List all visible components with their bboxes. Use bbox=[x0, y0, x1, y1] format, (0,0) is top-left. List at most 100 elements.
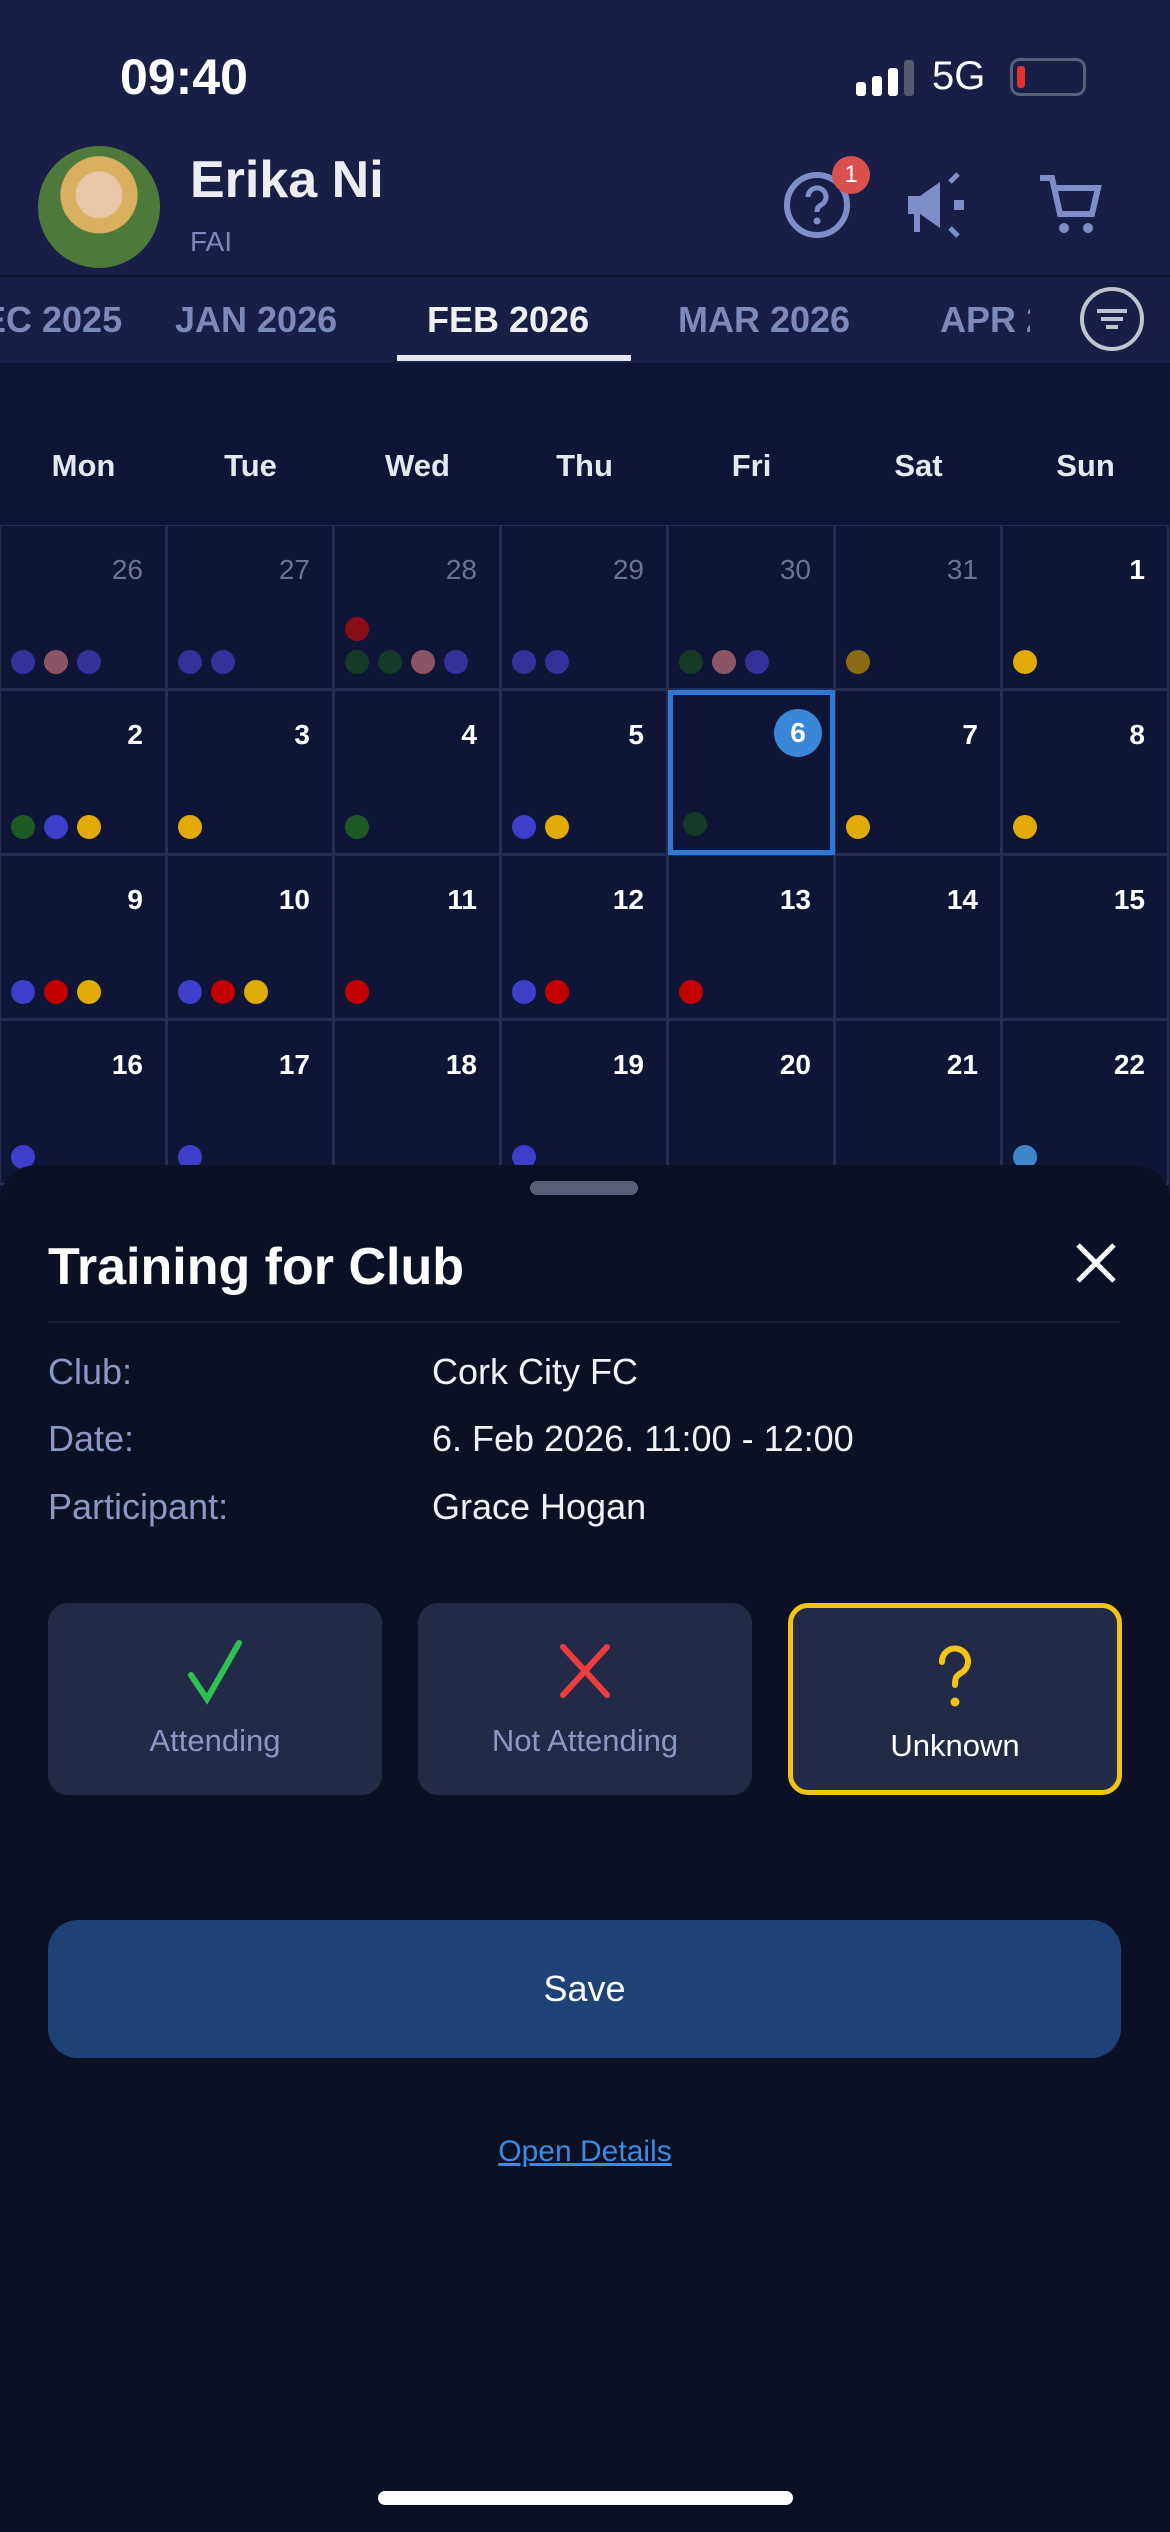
calendar-day[interactable]: 9 bbox=[0, 855, 167, 1020]
calendar-day[interactable]: 15 bbox=[1002, 855, 1169, 1020]
event-dot bbox=[679, 980, 703, 1004]
calendar-day[interactable]: 30 bbox=[668, 525, 835, 690]
calendar-day[interactable]: 18 bbox=[334, 1020, 501, 1185]
event-dot bbox=[846, 815, 870, 839]
close-icon[interactable] bbox=[1070, 1237, 1122, 1289]
divider bbox=[48, 1321, 1120, 1323]
cart-icon[interactable] bbox=[1036, 170, 1106, 240]
calendar-day[interactable]: 10 bbox=[167, 855, 334, 1020]
tab-apr-2026[interactable]: APR 2026 bbox=[940, 299, 1030, 340]
day-number: 22 bbox=[1113, 1049, 1145, 1080]
calendar-day[interactable]: 7 bbox=[835, 690, 1002, 855]
calendar-day[interactable]: 6 bbox=[668, 690, 835, 855]
event-dot bbox=[378, 650, 402, 674]
calendar-day[interactable]: 2 bbox=[0, 690, 167, 855]
day-number: 28 bbox=[445, 554, 477, 585]
filter-icon[interactable] bbox=[1080, 287, 1144, 351]
day-number: 27 bbox=[278, 554, 310, 585]
event-dot bbox=[77, 980, 101, 1004]
event-dot bbox=[11, 980, 35, 1004]
tab-jan-2026[interactable]: JAN 2026 bbox=[175, 299, 338, 340]
calendar-day[interactable]: 4 bbox=[334, 690, 501, 855]
participant-label: Participant: bbox=[48, 1486, 229, 1527]
event-dot bbox=[545, 650, 569, 674]
weekday-tue: Tue bbox=[224, 448, 277, 483]
open-details-link[interactable]: Open Details bbox=[498, 2135, 672, 2168]
day-number: 2 bbox=[127, 719, 143, 750]
battery-icon bbox=[1010, 58, 1086, 96]
event-dot bbox=[44, 815, 68, 839]
network-type: 5G bbox=[932, 54, 986, 98]
calendar-day[interactable]: 20 bbox=[668, 1020, 835, 1185]
event-dot bbox=[683, 812, 707, 836]
day-number: 15 bbox=[1113, 884, 1145, 915]
attending-button[interactable]: Attending bbox=[48, 1603, 382, 1795]
event-dot bbox=[345, 650, 369, 674]
day-number: 29 bbox=[612, 554, 644, 585]
header-bg bbox=[0, 0, 1170, 275]
calendar-day[interactable]: 29 bbox=[501, 525, 668, 690]
tab-mar-2026[interactable]: MAR 2026 bbox=[678, 299, 851, 340]
tab-dec-2025[interactable]: DEC 2025 bbox=[0, 299, 123, 340]
event-dot bbox=[178, 980, 202, 1004]
event-dot bbox=[545, 980, 569, 1004]
unknown-button[interactable]: Unknown bbox=[788, 1603, 1122, 1795]
calendar-day[interactable]: 21 bbox=[835, 1020, 1002, 1185]
avatar[interactable] bbox=[38, 146, 160, 268]
day-number: 19 bbox=[612, 1049, 644, 1080]
calendar-day[interactable]: 26 bbox=[0, 525, 167, 690]
event-dot bbox=[345, 980, 369, 1004]
date-label: Date: bbox=[48, 1418, 135, 1459]
user-org: FAI bbox=[190, 226, 233, 257]
day-number: 30 bbox=[779, 554, 811, 585]
day-number: 8 bbox=[1129, 719, 1145, 750]
weekday-mon: Mon bbox=[51, 448, 116, 483]
day-number: 6 bbox=[774, 709, 822, 757]
calendar-day[interactable]: 11 bbox=[334, 855, 501, 1020]
calendar-day[interactable]: 17 bbox=[167, 1020, 334, 1185]
day-number: 13 bbox=[779, 884, 811, 915]
calendar-day[interactable]: 28 bbox=[334, 525, 501, 690]
month-tabs: DEC 2025 JAN 2026 FEB 2026 MAR 2026 APR … bbox=[0, 275, 1170, 363]
signal-icon bbox=[856, 60, 914, 96]
attending-label: Attending bbox=[149, 1723, 281, 1758]
calendar-day[interactable]: 22 bbox=[1002, 1020, 1169, 1185]
event-dot bbox=[77, 815, 101, 839]
event-dot bbox=[44, 980, 68, 1004]
weekday-fri: Fri bbox=[731, 448, 772, 483]
calendar-day[interactable]: 27 bbox=[167, 525, 334, 690]
help-icon[interactable] bbox=[782, 170, 852, 240]
calendar-day[interactable]: 5 bbox=[501, 690, 668, 855]
calendar-day[interactable]: 16 bbox=[0, 1020, 167, 1185]
day-number: 1 bbox=[1129, 554, 1145, 585]
day-number: 11 bbox=[447, 884, 477, 915]
day-number: 18 bbox=[445, 1049, 477, 1080]
save-button[interactable]: Save bbox=[48, 1920, 1121, 2058]
event-dot bbox=[745, 650, 769, 674]
megaphone-icon[interactable] bbox=[904, 170, 974, 240]
tab-feb-2026[interactable]: FEB 2026 bbox=[427, 299, 590, 340]
event-dot bbox=[512, 815, 536, 839]
event-dot bbox=[1013, 650, 1037, 674]
calendar-day[interactable]: 31 bbox=[835, 525, 1002, 690]
day-number: 12 bbox=[612, 884, 644, 915]
day-number: 17 bbox=[278, 1049, 310, 1080]
calendar-day[interactable]: 8 bbox=[1002, 690, 1169, 855]
event-dot bbox=[512, 980, 536, 1004]
not-attending-button[interactable]: Not Attending bbox=[418, 1603, 752, 1795]
calendar-day[interactable]: 12 bbox=[501, 855, 668, 1020]
event-dot bbox=[11, 650, 35, 674]
event-dot bbox=[345, 815, 369, 839]
calendar-day[interactable]: 3 bbox=[167, 690, 334, 855]
day-number: 26 bbox=[111, 554, 143, 585]
event-dot bbox=[411, 650, 435, 674]
drag-handle[interactable] bbox=[530, 1181, 638, 1195]
calendar-day[interactable]: 13 bbox=[668, 855, 835, 1020]
calendar-day[interactable]: 14 bbox=[835, 855, 1002, 1020]
event-dot bbox=[345, 617, 369, 641]
event-dot bbox=[545, 815, 569, 839]
date-value: 6. Feb 2026. 11:00 - 12:00 bbox=[432, 1418, 854, 1459]
event-dot bbox=[211, 650, 235, 674]
calendar-day[interactable]: 19 bbox=[501, 1020, 668, 1185]
calendar-day[interactable]: 1 bbox=[1002, 525, 1169, 690]
